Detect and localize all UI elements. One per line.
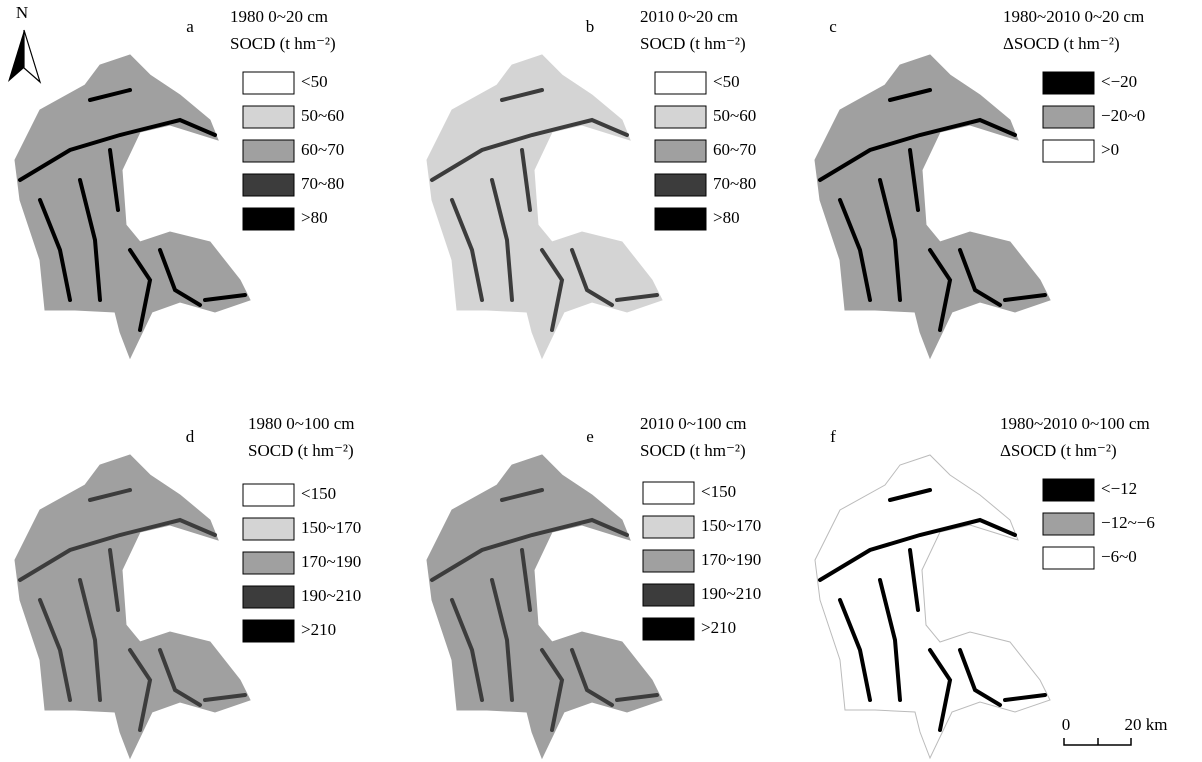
legend-swatch bbox=[643, 482, 694, 504]
legend-label: <50 bbox=[713, 72, 740, 91]
legend-label: <−20 bbox=[1101, 72, 1137, 91]
legend-label: 70~80 bbox=[713, 174, 756, 193]
map bbox=[815, 455, 1050, 758]
panel-unit: SOCD (t hm⁻²) bbox=[640, 441, 746, 460]
map-region bbox=[815, 55, 1050, 358]
legend-label: 60~70 bbox=[301, 140, 344, 159]
map-region bbox=[15, 55, 250, 358]
legend-swatch bbox=[243, 552, 294, 574]
map-panel: a 1980 0~20 cm SOCD (t hm⁻²) <50 50~60 60~70 7… bbox=[15, 7, 344, 358]
legend-swatch bbox=[243, 72, 294, 94]
legend-swatch bbox=[655, 208, 706, 230]
legend-swatch bbox=[243, 484, 294, 506]
legend-label: >80 bbox=[713, 208, 740, 227]
panel-unit: ΔSOCD (t hm⁻²) bbox=[1003, 34, 1120, 53]
legend-label: −20~0 bbox=[1101, 106, 1145, 125]
legend-label: −6~0 bbox=[1101, 547, 1137, 566]
legend-swatch bbox=[643, 584, 694, 606]
legend-swatch bbox=[243, 106, 294, 128]
legend-label: 50~60 bbox=[301, 106, 344, 125]
legend-swatch bbox=[1043, 72, 1094, 94]
panel-title: 1980 0~20 cm bbox=[230, 7, 328, 26]
legend-label: >80 bbox=[301, 208, 328, 227]
panel-unit: SOCD (t hm⁻²) bbox=[230, 34, 336, 53]
legend-label: 50~60 bbox=[713, 106, 756, 125]
panel-title: 2010 0~20 cm bbox=[640, 7, 738, 26]
map-panel: c 1980~2010 0~20 cm ΔSOCD (t hm⁻²) <−20 −20~… bbox=[815, 7, 1145, 358]
legend-swatch bbox=[243, 174, 294, 196]
legend-label: 60~70 bbox=[713, 140, 756, 159]
legend-label: <150 bbox=[301, 484, 336, 503]
map-region bbox=[815, 455, 1050, 758]
panel-letter: f bbox=[830, 427, 836, 446]
legend-label: 70~80 bbox=[301, 174, 344, 193]
legend-swatch bbox=[243, 518, 294, 540]
legend-label: 150~170 bbox=[301, 518, 361, 537]
figure: N 0 20 km a 1980 0~20 cm SOCD (t hm⁻²) <50 5… bbox=[0, 0, 1202, 762]
scale-bar: 0 20 km bbox=[1062, 715, 1168, 745]
legend-label: >210 bbox=[701, 618, 736, 637]
map-panel: d 1980 0~100 cm SOCD (t hm⁻²) <150 150~170 17… bbox=[15, 414, 361, 758]
legend-swatch bbox=[1043, 513, 1094, 535]
legend-swatch bbox=[243, 620, 294, 642]
north-arrow-left bbox=[8, 30, 24, 82]
map bbox=[427, 455, 662, 758]
legend-label: 170~190 bbox=[301, 552, 361, 571]
legend-swatch bbox=[655, 72, 706, 94]
legend-swatch bbox=[1043, 106, 1094, 128]
legend-swatch bbox=[655, 106, 706, 128]
map bbox=[15, 55, 250, 358]
legend-label: <−12 bbox=[1101, 479, 1137, 498]
panel-letter: d bbox=[186, 427, 195, 446]
legend-swatch bbox=[643, 516, 694, 538]
north-label: N bbox=[16, 3, 28, 22]
panel-title: 1980~2010 0~20 cm bbox=[1003, 7, 1144, 26]
legend-swatch bbox=[643, 618, 694, 640]
legend-label: <150 bbox=[701, 482, 736, 501]
legend-swatch bbox=[655, 174, 706, 196]
map-region bbox=[427, 55, 662, 358]
map bbox=[815, 55, 1050, 358]
legend-swatch bbox=[243, 586, 294, 608]
panel-title: 2010 0~100 cm bbox=[640, 414, 746, 433]
legend-label: 170~190 bbox=[701, 550, 761, 569]
legend-label: 190~210 bbox=[701, 584, 761, 603]
map bbox=[15, 455, 250, 758]
panel-unit: SOCD (t hm⁻²) bbox=[640, 34, 746, 53]
map-panel: e 2010 0~100 cm SOCD (t hm⁻²) <150 150~170 17… bbox=[427, 414, 761, 758]
north-arrow-right bbox=[24, 30, 40, 82]
panel-letter: b bbox=[586, 17, 595, 36]
legend-label: >0 bbox=[1101, 140, 1119, 159]
legend-label: 150~170 bbox=[701, 516, 761, 535]
map-panel: b 2010 0~20 cm SOCD (t hm⁻²) <50 50~60 60~70 7… bbox=[427, 7, 756, 358]
scale-end: 20 km bbox=[1125, 715, 1168, 734]
panel-title: 1980 0~100 cm bbox=[248, 414, 354, 433]
legend-label: −12~−6 bbox=[1101, 513, 1155, 532]
north-arrow: N bbox=[8, 3, 40, 82]
legend-label: >210 bbox=[301, 620, 336, 639]
panel-letter: a bbox=[186, 17, 194, 36]
legend-swatch bbox=[655, 140, 706, 162]
legend-label: 190~210 bbox=[301, 586, 361, 605]
panel-unit: ΔSOCD (t hm⁻²) bbox=[1000, 441, 1117, 460]
map-region bbox=[427, 455, 662, 758]
legend-swatch bbox=[243, 208, 294, 230]
panel-title: 1980~2010 0~100 cm bbox=[1000, 414, 1150, 433]
map bbox=[427, 55, 662, 358]
scale-start: 0 bbox=[1062, 715, 1071, 734]
map-region bbox=[15, 455, 250, 758]
legend-swatch bbox=[243, 140, 294, 162]
legend-swatch bbox=[1043, 547, 1094, 569]
legend-swatch bbox=[1043, 140, 1094, 162]
map-panel: f 1980~2010 0~100 cm ΔSOCD (t hm⁻²) <−12 −12… bbox=[815, 414, 1155, 758]
panel-letter: e bbox=[586, 427, 594, 446]
legend-swatch bbox=[1043, 479, 1094, 501]
scale-line bbox=[1064, 738, 1131, 745]
legend-label: <50 bbox=[301, 72, 328, 91]
panel-letter: c bbox=[829, 17, 837, 36]
legend-swatch bbox=[643, 550, 694, 572]
panel-unit: SOCD (t hm⁻²) bbox=[248, 441, 354, 460]
